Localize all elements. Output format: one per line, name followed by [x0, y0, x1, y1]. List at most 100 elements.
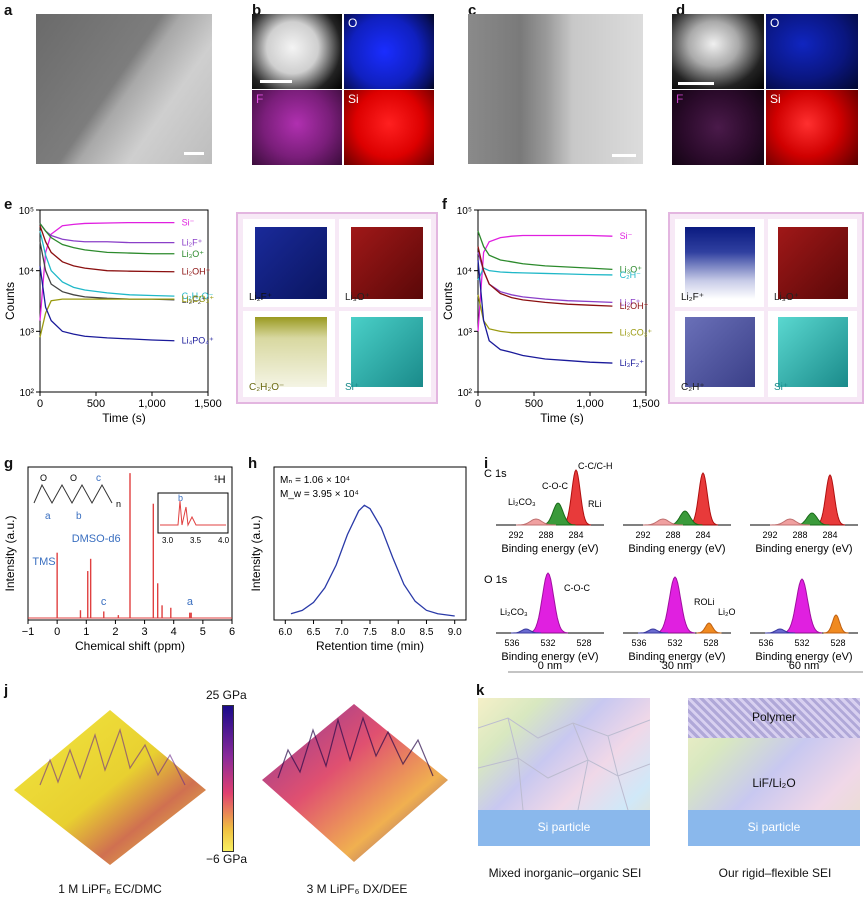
xps-tick-label: 292 — [508, 530, 523, 540]
plot-frame — [477, 209, 647, 393]
gpc-trace — [290, 504, 455, 617]
k-left-caption: Mixed inorganic–organic SEI — [488, 866, 642, 880]
inset-frame — [157, 492, 229, 534]
map-o-d: O — [766, 14, 858, 89]
structure-chain — [33, 483, 113, 505]
stem-image-b — [252, 14, 342, 89]
series-label: C₂H₂O⁻ — [182, 291, 214, 301]
tem-image-c — [468, 14, 643, 164]
y-axis-label: Counts — [3, 282, 17, 320]
plot-frame — [39, 209, 209, 393]
x-tick-label: 1,000 — [138, 398, 166, 410]
x-tick-label: 1,500 — [632, 398, 660, 410]
si-particle-label: Si particle — [537, 820, 591, 834]
panel-label-f: f — [442, 196, 447, 213]
x-tick-label: 0 — [37, 398, 43, 410]
x-tick-label: 500 — [87, 398, 105, 410]
x-tick-label: 9.0 — [448, 627, 462, 638]
structure-o: O — [40, 473, 47, 483]
panel-label-k: k — [476, 682, 485, 699]
x-tick-label: 6.0 — [278, 627, 292, 638]
xps-peak-li2co3 — [643, 518, 683, 526]
afm-colorbar — [222, 705, 234, 852]
map-f-b: F — [252, 90, 342, 165]
mw-annotation: M_w = 3.95 × 10⁴ — [280, 489, 359, 500]
x-tick-label: 6.5 — [307, 627, 321, 638]
xps-peak-o-li2co3 — [511, 628, 541, 634]
series-label: Li₂F₂⁺ — [182, 295, 206, 305]
cube-tl: Li₂F⁺ — [243, 219, 335, 307]
series-line — [477, 259, 613, 364]
xps-tick-label: 532 — [540, 638, 555, 648]
xps-peak-cc — [687, 472, 719, 526]
xps-tick-label: 288 — [538, 530, 553, 540]
map-label: F — [676, 92, 684, 106]
cube-label: Li₃O⁺ — [774, 292, 799, 303]
xps-x-label: Binding energy (eV) — [628, 651, 725, 663]
polymer-layer: Polymer — [688, 698, 860, 738]
structure-b: b — [76, 511, 82, 522]
series-line — [39, 230, 175, 297]
xps-peak-label: C-O-C — [542, 481, 568, 491]
panel-label-b: b — [252, 2, 262, 19]
series-label: Li₃CO₃⁺ — [182, 294, 215, 304]
cube-label: Si⁺ — [345, 382, 360, 393]
xps-peak-o-coc — [781, 578, 823, 634]
xps-peak-o-coc — [527, 572, 569, 634]
y-axis-label: Intensity (a.u.) — [3, 515, 17, 591]
colorbar-top-label: 25 GPa — [206, 688, 247, 702]
panel-label-c: c — [468, 2, 477, 19]
xps-tick-label: 292 — [635, 530, 650, 540]
cube-br: Si⁺ — [339, 311, 431, 397]
structure-o: O — [70, 473, 77, 483]
cube-tr: Li₃O⁺ — [339, 219, 431, 307]
xps-depth-label: 60 nm — [789, 660, 820, 672]
series-line — [39, 298, 175, 338]
annotation-dmso: DMSO-d6 — [72, 533, 121, 545]
cube-label: Li₂F⁺ — [249, 292, 273, 303]
series-line — [39, 223, 175, 244]
xps-x-label: Binding energy (eV) — [755, 651, 852, 663]
panel-label-g: g — [4, 455, 14, 472]
xps-peak-o-li2co3 — [638, 628, 668, 634]
afm-map-left — [14, 710, 206, 865]
series-label: Li₂OH⁺ — [182, 267, 211, 277]
series-label: Li₃CO₃⁺ — [620, 328, 653, 338]
series-label: Li₃F₂⁺ — [620, 358, 645, 368]
xps-peak-label: Li₂O — [718, 607, 736, 617]
xps-peak-cc — [814, 474, 846, 526]
annotation-c: c — [101, 596, 107, 608]
panel-label-i: i — [484, 455, 489, 472]
series-line — [477, 230, 613, 271]
series-label: Li₂F⁺ — [182, 238, 203, 248]
si-particle-right: Si particle — [688, 810, 860, 846]
cube-bl: C₂H₂O⁻ — [243, 311, 335, 397]
x-axis-label: Chemical shift (ppm) — [75, 639, 185, 653]
series-label: Li₂F⁺ — [620, 297, 641, 307]
x-tick-label: 5 — [200, 626, 206, 638]
y-tick-label: 10² — [458, 388, 473, 399]
xps-tick-label: 284 — [568, 530, 583, 540]
tof-3d-box-f: Li₂F⁺ Li₃O⁺ C₂H⁺ Si⁺ — [668, 212, 864, 404]
polymer-label: Polymer — [751, 710, 796, 724]
xps-tick-label: 532 — [794, 638, 809, 648]
chart-i: C 1s O 1s 292 288 284 Binding energy (eV) 536 5… — [484, 461, 863, 673]
afm-left-caption: 1 M LiPF₆ EC/DMC — [58, 882, 162, 896]
series-line — [477, 267, 613, 281]
series-line — [39, 223, 175, 255]
map-si-d: Si — [766, 90, 858, 165]
cube-label: C₂H₂O⁻ — [249, 382, 285, 393]
xps-tick-label: 536 — [758, 638, 773, 648]
xps-peak-o-coc — [654, 576, 696, 634]
annotation-a: a — [187, 596, 194, 608]
series-label: Si⁻ — [620, 231, 633, 241]
cube-label: C₂H⁺ — [681, 382, 705, 393]
sei-schematic-right: Polymer LiF/Li₂O Si particle — [688, 698, 860, 846]
afm-map-right — [262, 704, 448, 862]
structure-c: c — [96, 473, 101, 484]
x-tick-label: 0 — [54, 626, 60, 638]
x-axis-label: Retention time (min) — [316, 639, 424, 653]
x-tick-label: 2 — [112, 626, 118, 638]
lif-label: LiF/Li₂O — [752, 776, 796, 790]
y-tick-label: 10⁴ — [457, 267, 472, 278]
